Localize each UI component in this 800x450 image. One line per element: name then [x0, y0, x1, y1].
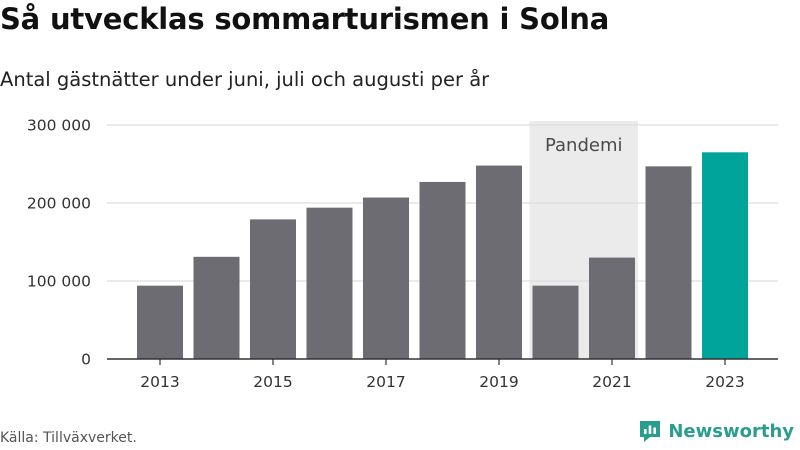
bar-2022 — [645, 166, 692, 359]
newsworthy-logo-icon — [640, 421, 661, 442]
y-tick-label: 100 000 — [27, 273, 91, 291]
y-tick-label: 0 — [81, 351, 91, 369]
x-tick-label: 2013 — [140, 373, 179, 391]
x-tick-label: 2021 — [592, 373, 631, 391]
x-tick-label: 2015 — [253, 373, 292, 391]
bar-2015 — [250, 219, 296, 359]
source-note: Källa: Tillväxverket. — [0, 430, 137, 446]
y-tick-label: 300 000 — [27, 117, 91, 135]
bar-2019 — [476, 165, 522, 359]
bar-2021 — [589, 257, 635, 359]
bar-2020 — [532, 285, 579, 359]
bar-2017 — [363, 197, 409, 359]
x-tick-label: 2017 — [366, 373, 405, 391]
brand-logo: Newsworthy — [638, 419, 794, 443]
x-tick-label: 2023 — [705, 373, 744, 391]
chart-subtitle: Antal gästnätter under juni, juli och au… — [0, 68, 490, 91]
brand-name: Newsworthy — [668, 420, 794, 442]
bar-2014 — [193, 256, 240, 359]
bar-chart: 0 100 000 200 000 300 000 Pandemi 2013 2015 201… — [27, 117, 778, 391]
x-tick-label: 2019 — [479, 373, 518, 391]
bar-2016 — [306, 207, 353, 359]
bar-2013 — [137, 285, 183, 359]
chart-title: Så utvecklas sommarturismen i Solna — [0, 2, 610, 36]
pandemic-label: Pandemi — [545, 135, 623, 156]
bar-2023 — [702, 152, 748, 359]
y-tick-label: 200 000 — [27, 195, 91, 213]
bar-2018 — [419, 181, 466, 359]
